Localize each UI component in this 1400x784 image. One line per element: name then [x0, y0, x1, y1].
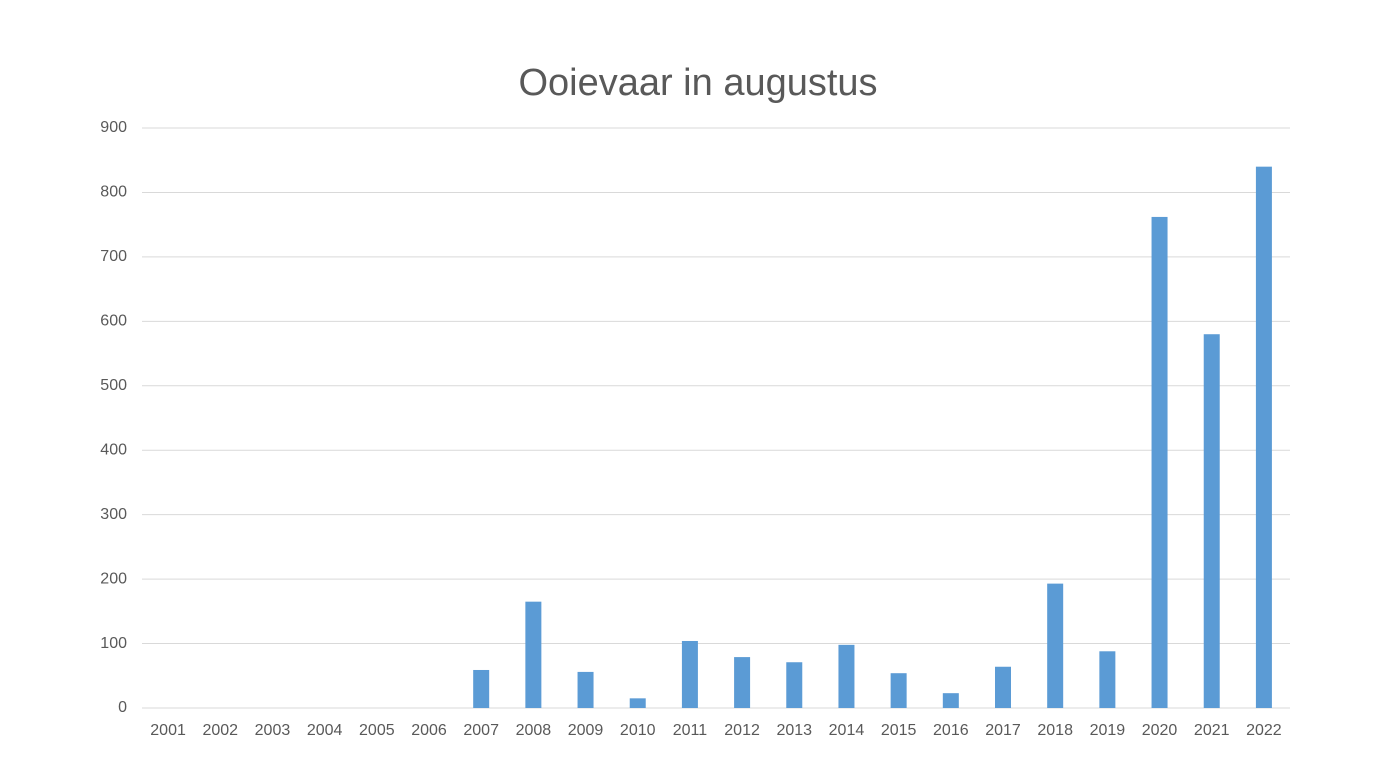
x-tick-label: 2007 [463, 722, 499, 739]
x-tick-label: 2015 [881, 722, 917, 739]
x-tick-label: 2009 [568, 722, 604, 739]
chart-title: Ooievaar in augustus [518, 62, 877, 104]
bar [890, 673, 907, 708]
bar [942, 693, 959, 708]
x-tick-label: 2002 [202, 722, 238, 739]
x-tick-label: 2012 [724, 722, 760, 739]
x-tick-label: 2017 [985, 722, 1021, 739]
bar [1255, 166, 1272, 708]
x-tick-label: 2022 [1246, 722, 1282, 739]
x-tick-label: 2004 [307, 722, 343, 739]
x-tick-label: 2011 [673, 722, 708, 739]
y-tick-label: 900 [100, 119, 127, 136]
x-tick-label: 2008 [516, 722, 552, 739]
bar [525, 601, 542, 708]
bar [995, 666, 1011, 708]
x-tick-label: 2016 [933, 722, 969, 739]
bar [734, 657, 751, 708]
y-tick-label: 500 [100, 377, 127, 394]
x-tick-label: 2019 [1090, 722, 1126, 739]
y-tick-label: 700 [100, 248, 127, 265]
bar [577, 671, 594, 708]
bar [681, 640, 698, 708]
bar [1047, 583, 1064, 708]
x-tick-label: 2010 [620, 722, 656, 739]
y-tick-label: 0 [118, 699, 127, 716]
bar [838, 644, 855, 708]
x-tick-label: 2003 [255, 722, 291, 739]
y-tick-label: 400 [100, 441, 127, 458]
x-tick-label: 2021 [1194, 722, 1230, 739]
x-tick-label: 2006 [411, 722, 447, 739]
bar [1099, 651, 1116, 708]
y-tick-label: 300 [100, 506, 127, 523]
y-tick-label: 600 [100, 313, 127, 330]
y-tick-label: 100 [100, 635, 127, 652]
bar [786, 662, 803, 708]
x-tick-label: 2018 [1037, 722, 1073, 739]
x-tick-label: 2020 [1142, 722, 1178, 739]
bar [1151, 216, 1168, 708]
bar [1203, 334, 1220, 708]
bar [629, 698, 646, 708]
x-tick-label: 2005 [359, 722, 395, 739]
x-tick-label: 2001 [150, 722, 186, 739]
y-tick-label: 200 [100, 570, 127, 587]
bar [473, 669, 490, 708]
y-tick-label: 800 [100, 184, 127, 201]
x-tick-label: 2013 [776, 722, 812, 739]
x-tick-label: 2014 [829, 722, 865, 739]
